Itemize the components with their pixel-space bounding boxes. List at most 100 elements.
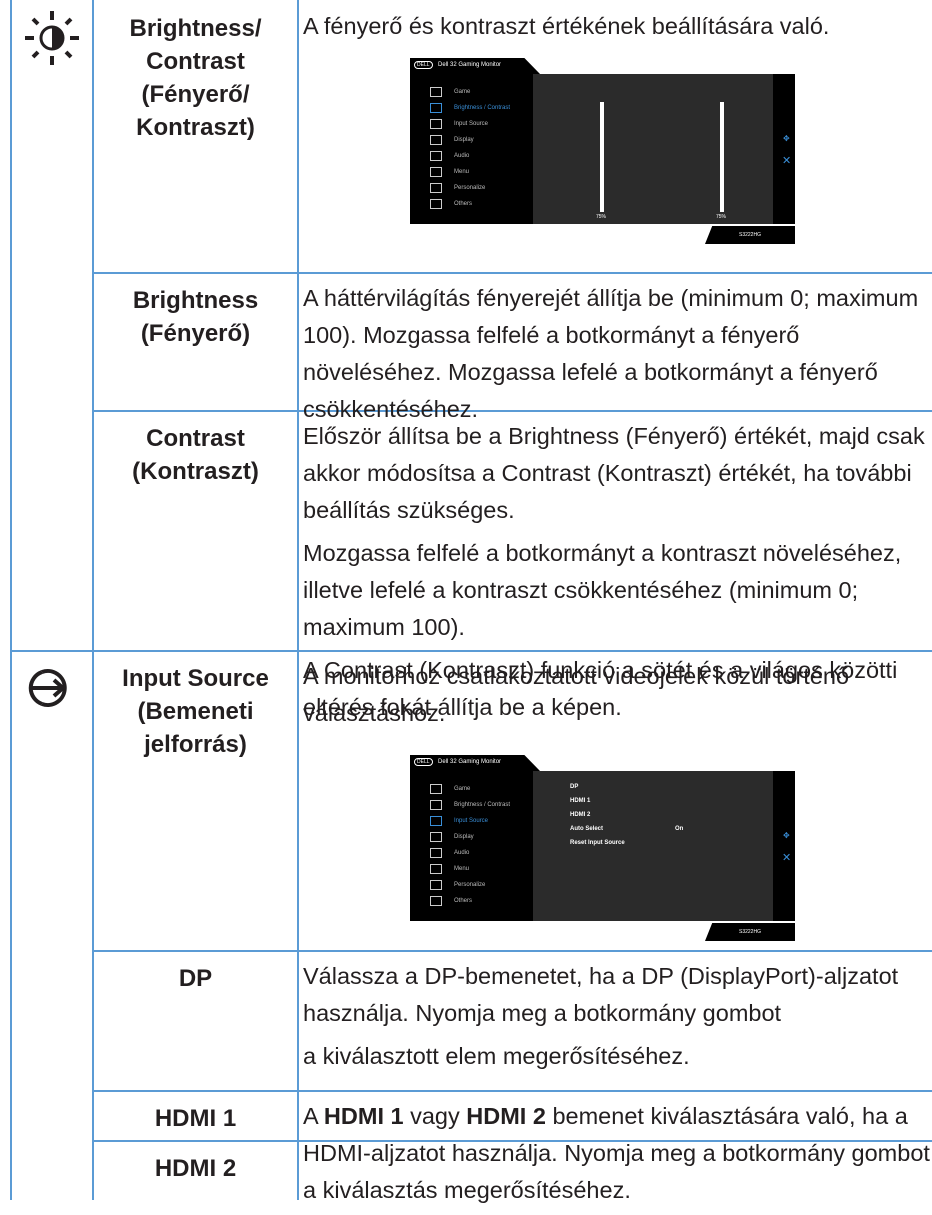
osd-menu-item: Game — [454, 786, 471, 792]
osd-option: HDMI 2 — [570, 812, 591, 818]
column-border — [10, 0, 12, 1200]
icon-input — [28, 669, 67, 707]
row-border — [92, 1090, 932, 1092]
osd-menu-item: Brightness / Contrast — [454, 802, 511, 808]
osd-icon — [430, 87, 442, 97]
name-line: (Fényerő/ — [141, 81, 250, 108]
osd-close-icon: ✕ — [782, 852, 792, 864]
osd-icon — [430, 848, 442, 858]
row-border — [10, 650, 932, 652]
row-border — [92, 1140, 932, 1142]
item-name: HDMI 1 — [94, 1102, 297, 1135]
osd-icon — [430, 103, 442, 113]
name-line: Contrast — [146, 425, 245, 452]
paragraph: Mozgassa felfelé a botkormányt a kontras… — [303, 540, 902, 640]
osd-icon — [430, 151, 442, 161]
name-line: DP — [178, 965, 213, 992]
paragraph: a kiválasztott elem megerősítéséhez. — [303, 1043, 690, 1069]
paragraph: A HDMI 1 vagy HDMI 2 bemenet kiválasztás… — [303, 1098, 931, 1209]
osd-icon — [430, 119, 442, 129]
description: A háttérvilágítás fényerejét állítja be … — [303, 280, 931, 434]
osd-menu-item: Display — [454, 137, 474, 143]
text-run: vagy — [403, 1103, 467, 1129]
osd-menu-item: Others — [454, 201, 473, 207]
name-line: Contrast — [146, 48, 245, 75]
osd-icon — [430, 864, 442, 874]
osd-logo: DELL — [414, 61, 433, 69]
column-border — [92, 0, 94, 1200]
osd-icon — [430, 800, 442, 810]
paragraph: Először állítsa be a Brightness (Fényerő… — [303, 423, 925, 523]
osd-menu-item: Input Source — [454, 818, 489, 824]
osd-menu-item: Menu — [454, 866, 470, 872]
osd-option: Auto Select — [570, 826, 604, 832]
name-line: Brightness — [132, 287, 259, 314]
osd-menu-item: Personalize — [454, 185, 486, 191]
osd-icon — [430, 816, 442, 826]
osd-menu-item: Audio — [454, 153, 470, 159]
item-name: Brightness (Fényerő) — [94, 284, 297, 350]
osd-menu-item: Others — [454, 898, 473, 904]
osd-footer: S3222HG — [705, 226, 795, 244]
item-name: HDMI 2 — [94, 1152, 297, 1185]
description: A fényerő és kontraszt értékének beállít… — [303, 8, 931, 51]
osd-panel — [533, 771, 773, 921]
item-name: Brightness/Contrast (Fényerő/Kontraszt) — [94, 12, 297, 144]
name-line: Kontraszt) — [136, 114, 255, 141]
osd-menu-item: Input Source — [454, 121, 489, 127]
description: Válassza a DP-bemenetet, ha a DP (Displa… — [303, 958, 931, 1081]
paragraph: A monitorhoz csatlakoztatott videojelek … — [303, 663, 850, 726]
text-run: A — [303, 1103, 324, 1129]
osd-model: S3222HG — [739, 232, 761, 238]
osd-title: Dell 32 Gaming Monitor — [438, 759, 502, 765]
osd-level: 75% — [596, 214, 607, 220]
row-border — [92, 950, 932, 952]
osd-title: Dell 32 Gaming Monitor — [438, 62, 502, 68]
item-name: Input Source (Bemeneti jelforrás) — [94, 662, 297, 761]
description: A HDMI 1 vagy HDMI 2 bemenet kiválasztás… — [303, 1098, 931, 1215]
osd-menu-item: Personalize — [454, 882, 486, 888]
name-line: (Fényerő) — [140, 320, 251, 347]
osd-close-icon: ✕ — [782, 155, 792, 167]
osd-body: Game Brightness / Contrast Input Source Dis… — [410, 74, 795, 224]
text-run: bemenet kiválasztására való, ha a HDMI-a… — [303, 1103, 930, 1203]
osd-option: HDMI 1 — [570, 798, 591, 804]
osd-logo: DELL — [414, 758, 433, 766]
item-name: DP — [94, 962, 297, 995]
description: A monitorhoz csatlakoztatott videojelek … — [303, 658, 931, 738]
osd-slider — [600, 102, 604, 212]
name-line: Input Source — [122, 665, 269, 692]
name-line: (Bemeneti — [137, 698, 254, 725]
name-line: Brightness/ — [129, 15, 262, 42]
icon-brightness — [25, 11, 79, 65]
osd-body: Game Brightness / Contrast Input Source Dis… — [410, 771, 795, 921]
osd-menu-item: Brightness / Contrast — [454, 105, 511, 111]
osd-icon — [430, 832, 442, 842]
osd-footer: S3222HG — [705, 923, 795, 941]
name-line: HDMI 1 — [154, 1105, 237, 1132]
osd-menu-item: Game — [454, 89, 471, 95]
osd-option: Reset Input Source — [570, 840, 625, 846]
column-border — [297, 0, 299, 1200]
item-name: Contrast (Kontraszt) — [94, 422, 297, 488]
osd-level: 75% — [716, 214, 727, 220]
paragraph: A Contrast (Kontraszt) funkció a sötét é… — [303, 657, 898, 720]
osd-menu-item: Menu — [454, 169, 470, 175]
name-line: (Kontraszt) — [132, 458, 259, 485]
osd-icon — [430, 183, 442, 193]
osd-icon — [430, 896, 442, 906]
osd-header: DELL Dell 32 Gaming Monitor — [410, 755, 540, 771]
osd-nav-icon: ✥ — [783, 134, 790, 143]
name-line: jelforrás) — [144, 731, 247, 758]
osd-header: DELL Dell 32 Gaming Monitor — [410, 58, 540, 74]
text-run: HDMI 2 — [466, 1103, 546, 1129]
row-border — [92, 272, 932, 274]
row-border — [92, 410, 932, 412]
osd-icon — [430, 880, 442, 890]
name-line: HDMI 2 — [154, 1155, 237, 1182]
paragraph: Válassza a DP-bemenetet, ha a DP (Displa… — [303, 963, 899, 1026]
row-border — [92, 1140, 297, 1142]
osd-option-value: On — [675, 826, 684, 832]
osd-menu-item: Audio — [454, 850, 470, 856]
